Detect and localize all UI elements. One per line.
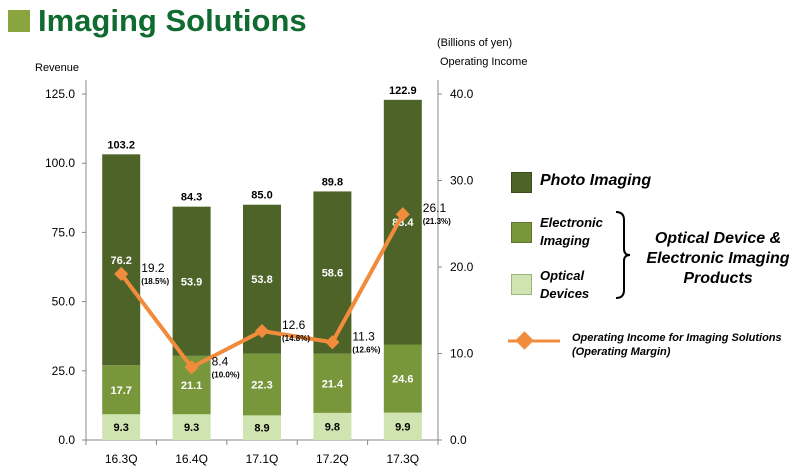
bar-value-label: 24.6: [392, 374, 413, 386]
legend-label-electronic-imaging-line1: Electronic: [540, 215, 603, 230]
bar-value-label: 8.9: [254, 423, 269, 435]
legend-line-label-line1: Operating Income for Imaging Solutions: [572, 332, 782, 344]
legend-label-optical-devices-line1: Optical: [540, 268, 585, 283]
operating-margin-label: (18.5%): [141, 277, 169, 286]
legend-swatch-electronic-imaging: [511, 222, 532, 243]
bar-value-label: 53.8: [251, 274, 272, 286]
bar-value-label: 76.2: [110, 255, 131, 267]
operating-income-value-label: 19.2: [141, 261, 165, 275]
operating-income-point: [114, 266, 129, 281]
y-axis-left-label: Revenue: [35, 62, 79, 74]
operating-income-value-label: 8.4: [212, 354, 229, 368]
operating-income-point: [184, 360, 199, 375]
x-tick-label: 17.3Q: [386, 452, 419, 466]
bar-segment: [102, 414, 141, 440]
operating-income-point: [325, 335, 340, 350]
y-tick-left-label: 125.0: [45, 87, 75, 101]
bar-segment: [102, 365, 141, 415]
bar-value-label: 58.6: [322, 268, 343, 280]
y-tick-right-label: 20.0: [450, 260, 474, 274]
bar-segment: [102, 154, 141, 366]
y-axis-right-label: Operating Income: [440, 56, 527, 68]
y-tick-left-label: 100.0: [45, 156, 75, 170]
y-tick-left-label: 0.0: [58, 433, 75, 447]
legend-label-photo-imaging: Photo Imaging: [540, 172, 652, 189]
y-tick-left-label: 25.0: [52, 364, 76, 378]
legend-swatch-photo-imaging: [511, 172, 532, 193]
legend-label-electronic-imaging-line2: Imaging: [540, 233, 590, 248]
title-bullet-icon: [8, 10, 30, 32]
bar-value-label: 9.3: [114, 422, 129, 434]
operating-income-point: [395, 207, 410, 222]
bar-segment: [383, 344, 422, 413]
y-tick-right-label: 30.0: [450, 174, 474, 188]
legend-brace: [615, 211, 631, 299]
bar-value-label: 9.9: [395, 421, 410, 433]
bar-total-label: 103.2: [107, 139, 135, 151]
operating-income-value-label: 26.1: [423, 201, 447, 215]
legend-group-label-line2: Electronic Imaging: [646, 250, 790, 267]
operating-margin-label: (10.0%): [212, 370, 240, 379]
bar-total-label: 85.0: [251, 190, 272, 202]
bar-segment: [243, 415, 281, 440]
operating-margin-label: (12.6%): [352, 345, 380, 354]
bar-segment: [172, 206, 211, 356]
y-tick-left-label: 50.0: [52, 295, 76, 309]
y-tick-right-label: 10.0: [450, 347, 474, 361]
unit-note: (Billions of yen): [437, 37, 512, 49]
legend-line-marker-icon: [515, 331, 534, 350]
bar-segment: [172, 414, 211, 440]
bar-segment: [383, 412, 422, 440]
legend-group-label-line1: Optical Device &: [654, 230, 782, 247]
operating-income-value-label: 11.3: [352, 329, 375, 343]
bar-value-label: 9.8: [325, 421, 340, 433]
legend-line-label-line2: (Operating Margin): [572, 346, 671, 358]
title-text: Imaging Solutions: [38, 3, 307, 38]
bar-value-label: 22.3: [251, 380, 272, 392]
bar-value-label: 17.7: [110, 385, 131, 397]
bar-segment: [383, 99, 422, 345]
legend-swatch-optical-devices: [511, 274, 532, 295]
operating-margin-label: (21.3%): [423, 217, 451, 226]
bar-value-label: 9.3: [184, 422, 199, 434]
x-tick-label: 16.3Q: [105, 452, 138, 466]
x-tick-label: 16.4Q: [175, 452, 208, 466]
y-tick-right-label: 40.0: [450, 87, 474, 101]
y-tick-left-label: 75.0: [52, 225, 76, 239]
bar-total-label: 84.3: [181, 192, 202, 204]
bar-value-label: 21.4: [322, 378, 344, 390]
legend-group-label-line3: Products: [683, 270, 753, 287]
operating-income-value-label: 12.6: [282, 318, 306, 332]
bar-total-label: 89.8: [322, 176, 343, 188]
legend-label-optical-devices-line2: Devices: [540, 286, 590, 301]
x-tick-label: 17.2Q: [316, 452, 349, 466]
page-title: Imaging Solutions: [8, 3, 307, 39]
bar-segment: [243, 353, 281, 416]
x-tick-label: 17.1Q: [246, 452, 279, 466]
operating-income-point: [254, 323, 270, 339]
bar-segment: [313, 353, 352, 413]
y-tick-right-label: 0.0: [450, 433, 467, 447]
bar-segment: [313, 191, 352, 354]
operating-margin-label: (14.8%): [282, 334, 310, 343]
bar-total-label: 122.9: [389, 85, 417, 97]
bar-value-label: 53.9: [181, 276, 202, 288]
bar-segment: [313, 412, 352, 440]
bar-value-label: 21.1: [181, 380, 202, 392]
